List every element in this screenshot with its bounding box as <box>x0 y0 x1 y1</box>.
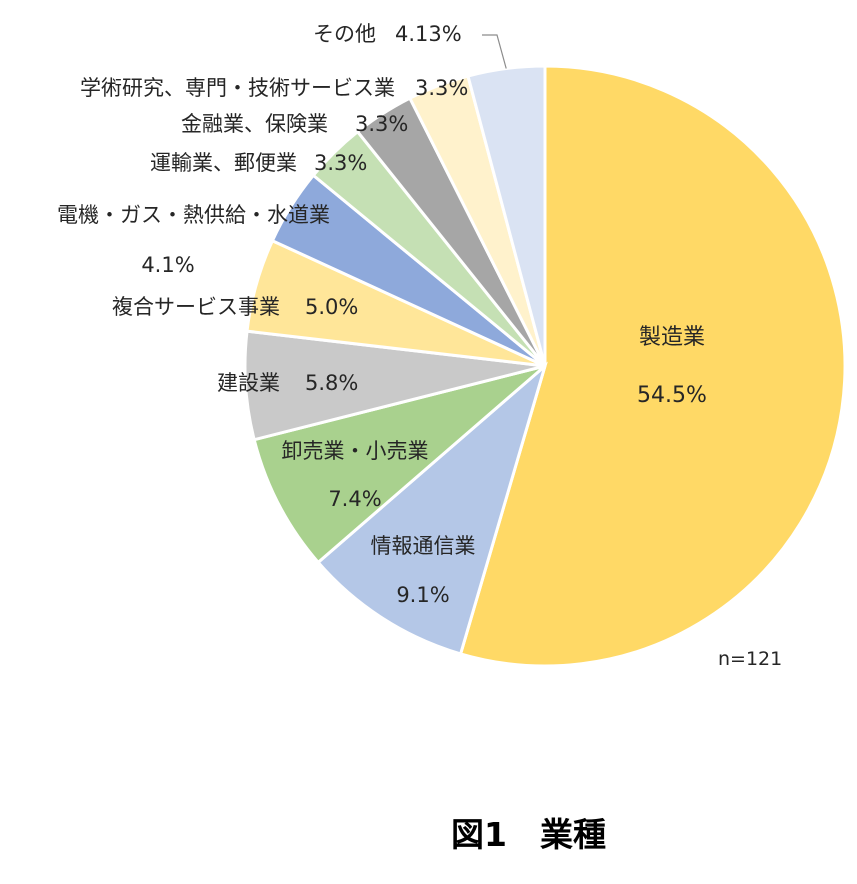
slice-value-label: 4.1% <box>141 253 194 277</box>
pie-slice <box>458 64 847 668</box>
slice-value-label: 4.13% <box>395 22 462 46</box>
slice-labels: 製造業 54.5% 情報通信業 9.1% 卸売業・小売業 7.4% 建設業 5.8% 複合サービ… <box>57 22 707 607</box>
slice-category-label: 運輸業、郵便業 <box>150 151 297 175</box>
slice-category-label: 建設業 <box>217 371 280 395</box>
slice-category-label: 学術研究、専門・技術サービス業 <box>80 76 395 100</box>
slice-value-label: 5.0% <box>305 295 358 319</box>
pie-slice <box>316 361 548 656</box>
slice-category-label: 情報通信業 <box>371 534 476 558</box>
slice-value-label: 3.3% <box>314 151 367 175</box>
pie-chart: 製造業 54.5% 情報通信業 9.1% 卸売業・小売業 7.4% 建設業 5.8% 複合サービ… <box>57 22 847 668</box>
slice-category-label: その他 <box>313 22 376 46</box>
pie-slice <box>252 364 546 565</box>
sample-size-label: n=121 <box>718 648 783 670</box>
slice-value-label: 3.3% <box>415 76 468 100</box>
slice-value-label: 9.1% <box>396 583 449 607</box>
slice-category-label: 金融業、保険業 <box>181 112 328 136</box>
slice-value-label: 7.4% <box>328 487 381 511</box>
pie-slice <box>466 64 547 367</box>
slice-value-label: 5.8% <box>305 371 358 395</box>
slice-category-label: 製造業 <box>639 325 705 350</box>
leader-lines <box>482 34 507 69</box>
slice-value-label: 54.5% <box>637 383 707 408</box>
figure-title: 図1 業種 <box>451 815 606 854</box>
slice-category-label: 電機・ガス・熱供給・水道業 <box>57 203 330 227</box>
pie-slices <box>243 64 847 668</box>
slice-value-label: 3.3% <box>355 112 408 136</box>
slice-category-label: 複合サービス事業 <box>112 295 280 319</box>
slice-category-label: 卸売業・小売業 <box>282 439 429 463</box>
leader-line <box>482 34 507 69</box>
